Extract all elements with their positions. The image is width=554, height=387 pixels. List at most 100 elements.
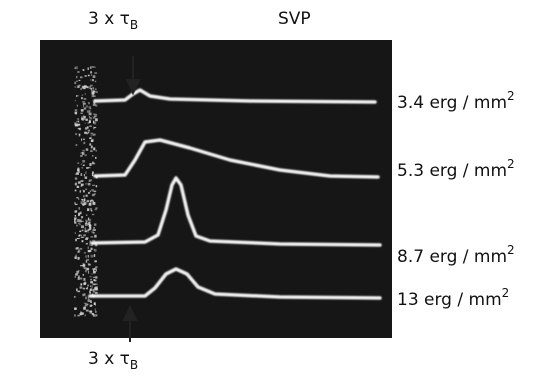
noise-dot <box>90 66 92 69</box>
trace-label-sup: 2 <box>507 157 515 171</box>
noise-dot <box>88 264 91 265</box>
noise-dot <box>85 227 87 230</box>
noise-dot <box>77 71 79 73</box>
noise-dot <box>80 286 83 288</box>
noise-dot <box>89 143 91 145</box>
noise-dot <box>92 202 95 205</box>
noise-dot <box>77 95 79 96</box>
noise-dot <box>75 255 77 257</box>
noise-dot <box>81 216 83 218</box>
noise-dot <box>82 204 84 206</box>
trace-label-text: 13 erg / mm <box>397 290 502 310</box>
noise-dot <box>77 124 79 126</box>
noise-dot <box>88 132 90 133</box>
noise-dot <box>85 314 86 316</box>
noise-dot <box>92 135 94 136</box>
noise-dot <box>87 269 88 270</box>
noise-dot <box>93 232 95 234</box>
noise-dot <box>90 300 91 303</box>
noise-dot <box>89 243 90 246</box>
noise-dot <box>95 157 96 159</box>
noise-dot <box>82 101 85 102</box>
noise-dot <box>75 276 76 277</box>
tau-sub: B <box>130 358 138 372</box>
trace-label-text: 3.4 erg / mm <box>397 93 507 113</box>
noise-dot <box>89 126 92 127</box>
trace-labels: 3.4 erg / mm25.3 erg / mm28.7 erg / mm21… <box>397 89 515 310</box>
noise-dot <box>76 121 79 123</box>
tau-label-bottom: 3 x τB <box>88 349 138 372</box>
noise-dot <box>92 92 95 94</box>
tau-sub: B <box>130 18 138 32</box>
noise-dot <box>87 201 89 202</box>
noise-dot <box>80 230 82 231</box>
noise-dot <box>83 288 85 290</box>
noise-dot <box>75 215 76 217</box>
noise-dot <box>76 76 77 78</box>
noise-dot <box>78 213 80 216</box>
noise-dot <box>94 303 96 305</box>
noise-dot <box>74 221 76 223</box>
noise-dot <box>92 162 93 164</box>
noise-dot <box>90 85 91 88</box>
noise-dot <box>94 235 96 238</box>
trace-label: 5.3 erg / mm2 <box>397 157 515 181</box>
noise-dot <box>80 283 82 285</box>
noise-dot <box>92 87 94 89</box>
noise-dot <box>79 134 81 136</box>
noise-dot <box>90 281 93 283</box>
noise-dot <box>77 105 78 107</box>
noise-dot <box>96 185 98 187</box>
noise-dot <box>84 202 86 205</box>
noise-dot <box>86 237 89 239</box>
noise-dot <box>74 296 76 297</box>
noise-dot <box>88 271 89 274</box>
noise-dot <box>91 200 93 202</box>
noise-dot <box>80 278 82 280</box>
noise-dot <box>90 71 92 73</box>
noise-dot <box>93 117 96 119</box>
noise-dot <box>83 69 85 71</box>
noise-dot <box>83 139 85 140</box>
noise-dot <box>95 81 96 82</box>
noise-dot <box>93 227 95 229</box>
noise-dot <box>91 210 92 212</box>
noise-dot <box>94 66 95 68</box>
noise-dot <box>85 93 86 94</box>
noise-dot <box>93 104 96 106</box>
noise-dot <box>89 137 91 139</box>
trace-label-sup: 2 <box>507 243 515 257</box>
noise-dot <box>96 269 97 272</box>
noise-dot <box>75 174 77 175</box>
noise-dot <box>77 162 79 164</box>
noise-dot <box>86 243 88 245</box>
noise-dot <box>85 171 86 174</box>
noise-dot <box>89 112 92 115</box>
noise-dot <box>81 225 84 228</box>
noise-dot <box>91 135 92 136</box>
noise-dot <box>94 72 97 74</box>
noise-dot <box>86 215 87 216</box>
noise-dot <box>88 255 89 258</box>
noise-dot <box>87 287 88 289</box>
noise-dot <box>90 151 93 152</box>
noise-dot <box>92 313 94 315</box>
trace-label-sup: 2 <box>502 286 510 300</box>
noise-dot <box>93 147 95 150</box>
noise-dot <box>74 82 76 84</box>
noise-dot <box>92 79 94 81</box>
noise-dot <box>78 118 79 120</box>
noise-dot <box>85 297 87 300</box>
noise-dot <box>84 198 85 201</box>
noise-dot <box>89 292 91 294</box>
figure: 3 x τB SVP 3 x τB 3.4 erg / mm25.3 erg /… <box>0 0 554 387</box>
noise-dot <box>78 198 79 199</box>
noise-dot <box>83 165 85 166</box>
noise-dot <box>92 268 95 270</box>
noise-dot <box>83 116 85 117</box>
noise-dot <box>80 313 83 315</box>
noise-dot <box>90 285 91 287</box>
noise-dot <box>92 173 93 176</box>
noise-dot <box>75 109 78 112</box>
noise-dot <box>85 128 87 130</box>
